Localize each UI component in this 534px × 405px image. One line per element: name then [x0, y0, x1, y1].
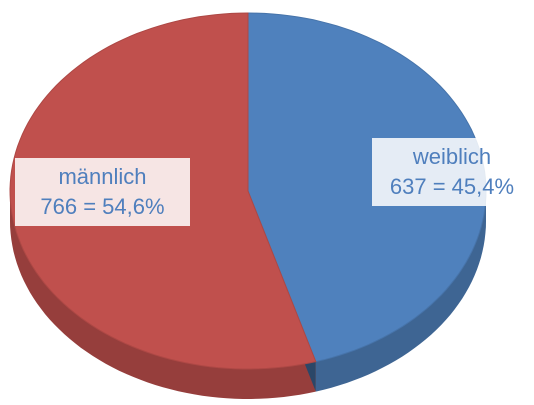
value-label: 766 = 54,6%: [40, 194, 164, 219]
value-label: 637 = 45,4%: [390, 174, 514, 199]
slice-side: [10, 191, 316, 399]
label-box: [372, 138, 532, 206]
category-label: weiblich: [412, 144, 491, 169]
category-label: männlich: [58, 164, 146, 189]
label-box: [15, 158, 190, 226]
slice-side: [315, 191, 486, 392]
